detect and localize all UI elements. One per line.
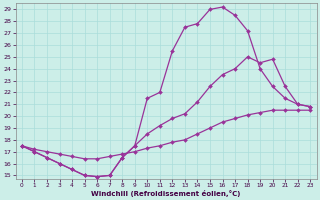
X-axis label: Windchill (Refroidissement éolien,°C): Windchill (Refroidissement éolien,°C) xyxy=(92,190,241,197)
